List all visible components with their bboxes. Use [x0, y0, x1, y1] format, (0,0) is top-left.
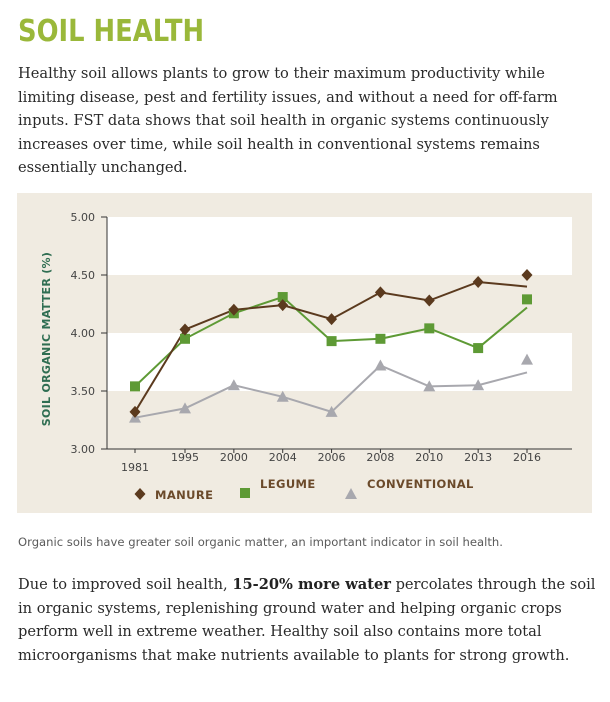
manure-point — [374, 286, 386, 299]
y-tick-label: 3.00 — [71, 443, 96, 456]
x-tick-label: 2004 — [269, 451, 297, 464]
manure-point — [326, 313, 338, 326]
x-tick-label: 1995 — [171, 451, 199, 464]
conventional-point — [423, 380, 436, 392]
legume-point — [326, 336, 337, 347]
y-tick-label: 4.00 — [71, 327, 96, 340]
manure-point — [521, 269, 533, 281]
manure-point — [129, 405, 141, 418]
conventional-point — [227, 379, 240, 391]
conventional-point — [472, 379, 485, 391]
legume-point — [424, 323, 435, 334]
chart-caption: Organic soils have greater soil organic … — [18, 535, 503, 549]
y-tick-label: 5.00 — [71, 211, 96, 224]
x-tick-label: 2010 — [415, 451, 443, 464]
x-tick-label: 1981 — [121, 461, 149, 474]
conventional-point — [179, 402, 191, 414]
legume-point — [277, 292, 288, 303]
legume-point — [522, 294, 532, 305]
x-tick-label: 2006 — [318, 451, 346, 464]
legume-point — [473, 343, 484, 354]
manure-legend-marker — [134, 488, 146, 500]
intro-paragraph: Healthy soil allows plants to grow to th… — [18, 65, 558, 176]
manure-legend-label: MANURE — [155, 488, 213, 502]
legume-point — [180, 333, 190, 344]
manure-point — [179, 323, 191, 336]
outro-text-end: percolates through the soil in organic s… — [18, 576, 596, 664]
x-tick-label: 2016 — [513, 451, 541, 464]
x-tick-label: 2013 — [464, 451, 492, 464]
manure-point — [228, 303, 240, 316]
chart-panel: 3.00 3.50 4.00 4.50 5.00 1981 1995 2000 2004 2006… — [17, 193, 592, 513]
x-tick-label: 2008 — [366, 451, 394, 464]
outro-highlight: 15-20% more water — [232, 576, 391, 593]
manure-point — [423, 294, 435, 307]
legume-legend-label: LEGUME — [260, 477, 316, 491]
conventional-point — [374, 359, 387, 371]
conventional-point — [325, 405, 338, 417]
legume-point — [375, 333, 386, 344]
y-tick-label: 4.50 — [71, 269, 96, 282]
page-title: SOIL HEALTH — [18, 14, 205, 49]
legume-legend-marker — [240, 488, 250, 498]
grid-band — [107, 217, 572, 275]
y-tick-label: 3.50 — [71, 385, 96, 398]
outro-paragraph: Due to improved soil health, 15-20% more… — [18, 573, 603, 667]
manure-point — [277, 299, 289, 312]
legume-point — [130, 381, 140, 392]
y-axis-label: SOIL ORGANIC MATTER (%) — [40, 252, 53, 426]
x-tick-label: 2000 — [220, 451, 248, 464]
conventional-legend-marker — [345, 488, 357, 499]
soil-organic-matter-chart: 3.00 3.50 4.00 4.50 5.00 1981 1995 2000 2004 2006… — [40, 211, 572, 502]
conventional-legend-label: CONVENTIONAL — [367, 477, 474, 491]
conventional-point — [521, 353, 533, 365]
conventional-point — [276, 390, 289, 402]
outro-text-start: Due to improved soil health, — [18, 576, 233, 593]
manure-point — [472, 275, 484, 288]
